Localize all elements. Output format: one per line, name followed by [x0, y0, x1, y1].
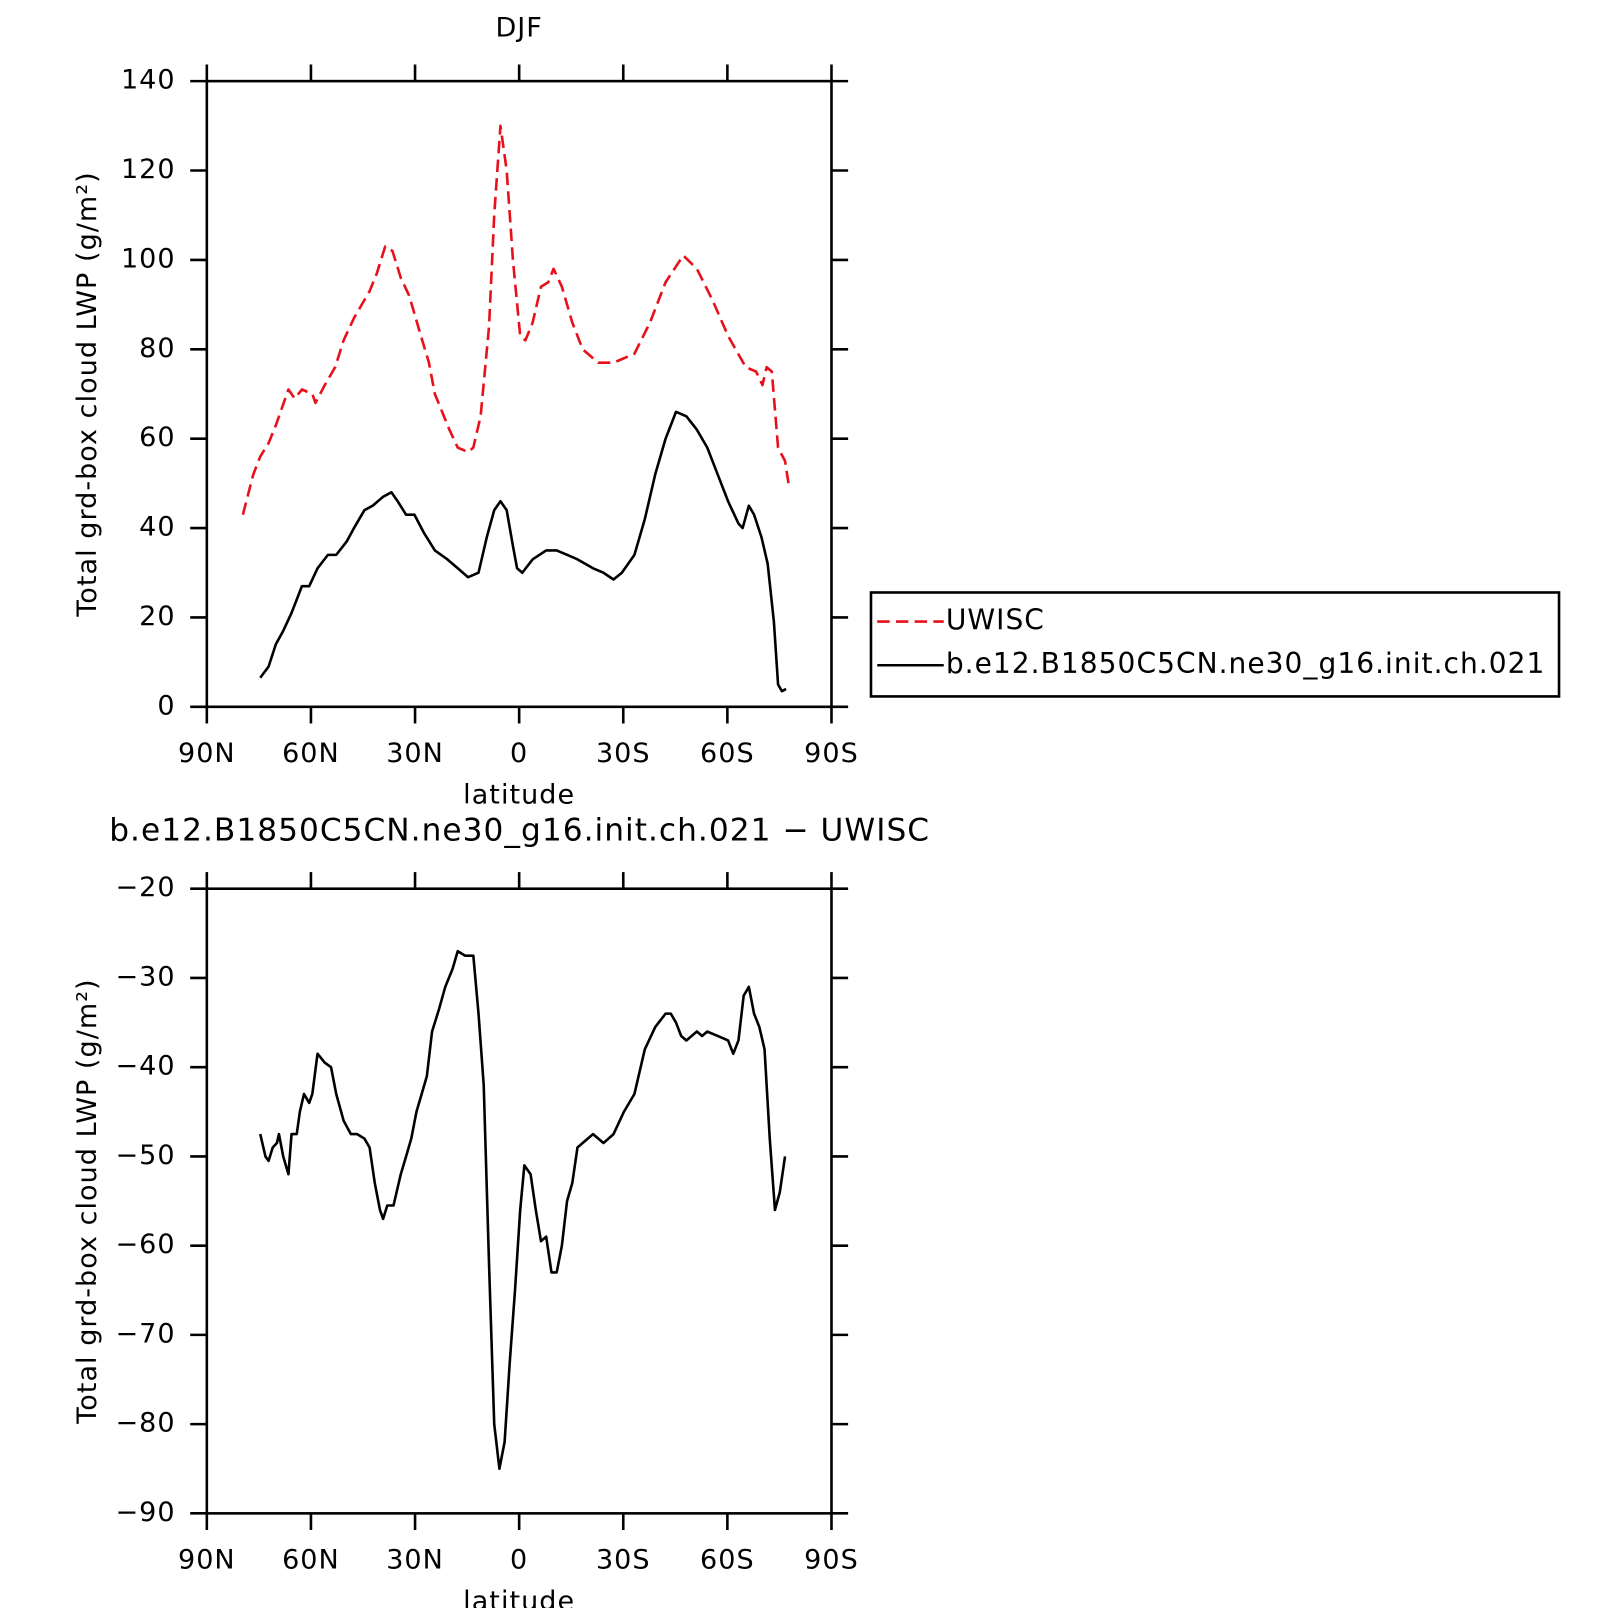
legend-label: b.e12.B1850C5CN.ne30_g16.init.ch.021 [946, 647, 1546, 680]
y-tick-label: 80 [139, 333, 175, 364]
x-tick-label: 90S [804, 738, 859, 769]
x-tick-label: 90S [804, 1545, 859, 1576]
legend-box [869, 591, 1561, 698]
x-tick-label: 30S [596, 1545, 651, 1576]
y-tick-label: 60 [139, 422, 175, 453]
x-tick-label: 30N [386, 1545, 444, 1576]
x-tick-label: 0 [510, 738, 528, 769]
y-tick-label: −90 [116, 1497, 176, 1528]
plot-frame [205, 887, 833, 1515]
data-line [241, 124, 791, 515]
y-tick-label: 120 [121, 154, 176, 185]
chart-title: b.e12.B1850C5CN.ne30_g16.init.ch.021 − U… [109, 813, 930, 849]
data-line [258, 949, 787, 1471]
data-line [259, 410, 787, 693]
y-tick-label: −60 [116, 1229, 176, 1260]
x-tick-label: 60S [700, 1545, 755, 1576]
plot-frame [205, 79, 833, 709]
y-tick-label: 140 [121, 65, 176, 96]
x-tick-label: 60N [282, 738, 340, 769]
x-axis-label: latitude [463, 1586, 575, 1608]
x-axis-label: latitude [463, 780, 575, 811]
x-tick-label: 90N [178, 738, 236, 769]
y-tick-label: 40 [139, 512, 175, 543]
y-tick-label: −70 [116, 1318, 176, 1349]
x-tick-label: 90N [178, 1545, 236, 1576]
y-axis-label: Total grd-box cloud LWP (g/m²) [72, 171, 103, 617]
y-tick-label: −40 [116, 1051, 176, 1082]
x-tick-label: 0 [510, 1545, 528, 1576]
y-tick-label: 0 [157, 690, 175, 721]
y-axis-label: Total grd-box cloud LWP (g/m²) [72, 978, 103, 1424]
chart-title: DJF [495, 13, 542, 44]
y-tick-label: −80 [116, 1408, 176, 1439]
y-tick-label: −50 [116, 1140, 176, 1171]
y-tick-label: −20 [116, 872, 176, 903]
y-tick-label: 100 [121, 243, 176, 274]
y-tick-label: −30 [116, 961, 176, 992]
legend-label: UWISC [946, 604, 1045, 637]
y-tick-label: 20 [139, 601, 175, 632]
x-tick-label: 60N [282, 1545, 340, 1576]
x-tick-label: 60S [700, 738, 755, 769]
x-tick-label: 30N [386, 738, 444, 769]
x-tick-label: 30S [596, 738, 651, 769]
